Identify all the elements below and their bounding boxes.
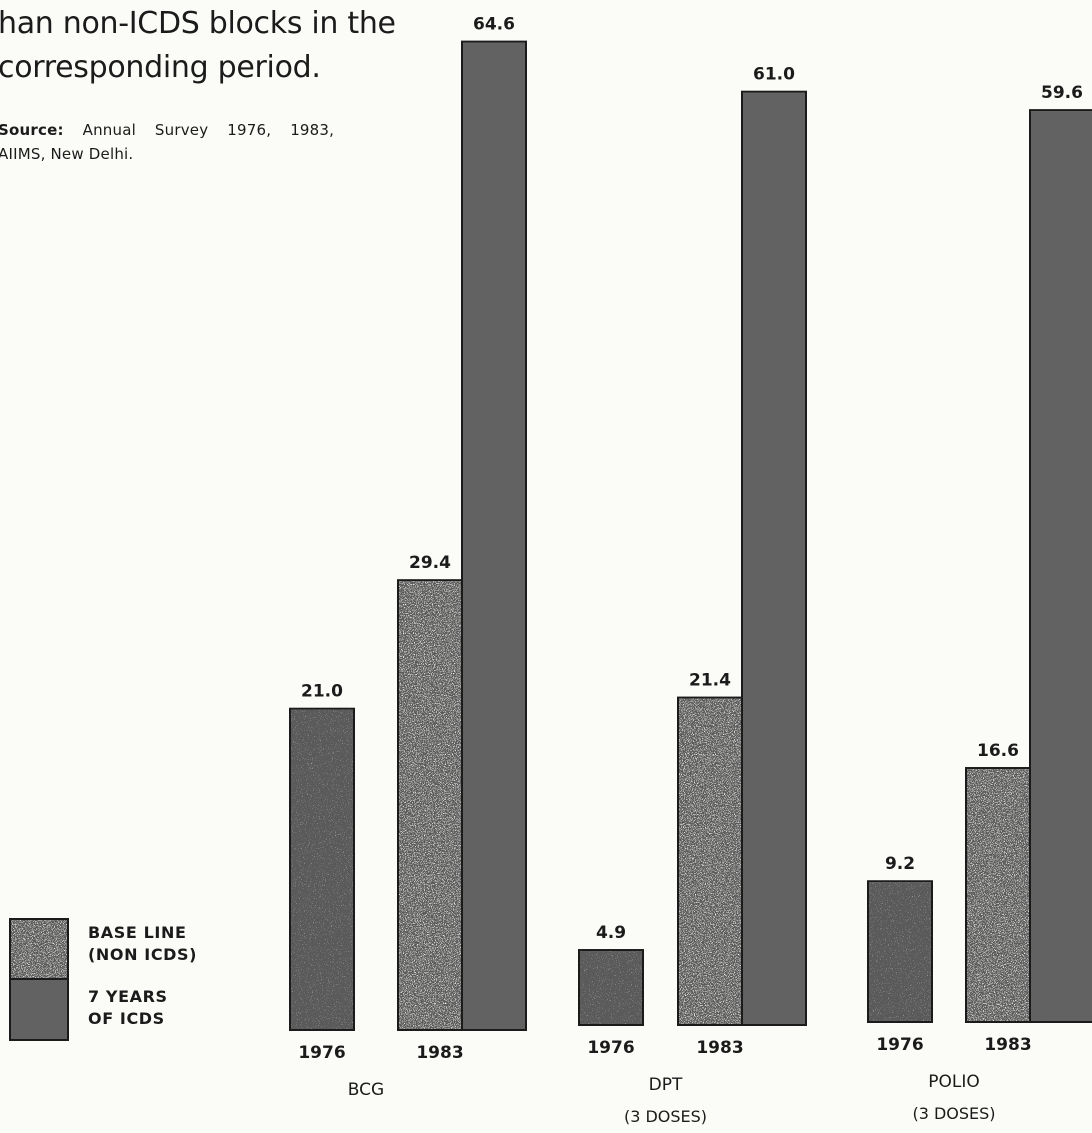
value-label-bcg-1983-icds: 64.6 [473,15,515,35]
legend [9,918,69,1041]
value-label-polio-1983-icds: 59.6 [1041,83,1083,103]
value-label-dpt-1976: 4.9 [596,923,626,943]
group-label-polio: POLIO [928,1072,980,1092]
legend-swatch-baseline-speckle [11,920,67,978]
bar-polio-1983-baseline-speckle [967,769,1029,1021]
intro-line-2: corresponding period. [0,50,321,85]
group-label-dpt: DPT [649,1075,683,1095]
value-label-polio-1983-baseline: 16.6 [977,741,1019,761]
bar-polio-1976-speckle [869,882,931,1021]
bars-layer [289,40,1092,1032]
bar-dpt-1983-icds-speckle [743,92,805,1024]
source-note: Source: Annual Survey 1976, 1983, AIIMS,… [0,118,398,166]
value-label-dpt-1983-baseline: 21.4 [689,671,731,691]
labels-layer: 21.0 1976 29.4 64.6 1983 BCG 4.9 1976 21.4 61.0 19… [298,15,1083,1126]
source-line-1: Annual Survey 1976, 1983, [82,121,335,139]
intro-line-1: han non-ICDS blocks in the [0,6,396,41]
legend-label-icds: 7 YEARS OF ICDS [88,987,168,1028]
legend-label-baseline: BASE LINE (NON ICDS) [88,923,198,964]
value-label-polio-1976: 9.2 [885,854,915,874]
year-label-dpt-1976: 1976 [587,1038,634,1058]
value-label-bcg-1976: 21.0 [301,682,343,702]
year-label-dpt-1983: 1983 [696,1038,743,1058]
source-line-2: AIIMS, New Delhi. [0,145,134,163]
year-label-bcg-1983: 1983 [416,1043,463,1063]
legend-swatch-icds-speckle [11,980,67,1039]
bar-bcg-1983-baseline-speckle [399,581,461,1029]
group-sublabel-dpt: (3 DOSES) [624,1107,707,1126]
year-label-bcg-1976: 1976 [298,1043,345,1063]
group-sublabel-polio: (3 DOSES) [912,1104,995,1123]
value-label-bcg-1983-baseline: 29.4 [409,553,451,573]
bar-bcg-1983-icds-speckle [463,42,525,1030]
year-label-polio-1976: 1976 [876,1035,923,1055]
intro-text: han non-ICDS blocks in the corresponding… [0,2,396,90]
year-label-polio-1983: 1983 [984,1035,1031,1055]
bar-polio-1983-icds-speckle [1031,111,1092,1022]
value-label-dpt-1983-icds: 61.0 [753,65,795,85]
bar-dpt-1976-speckle [580,951,642,1024]
bar-dpt-1983-baseline-speckle [679,698,741,1024]
bar-bcg-1976-speckle [291,709,353,1029]
source-label: Source: [0,121,64,139]
group-label-bcg: BCG [348,1080,384,1100]
